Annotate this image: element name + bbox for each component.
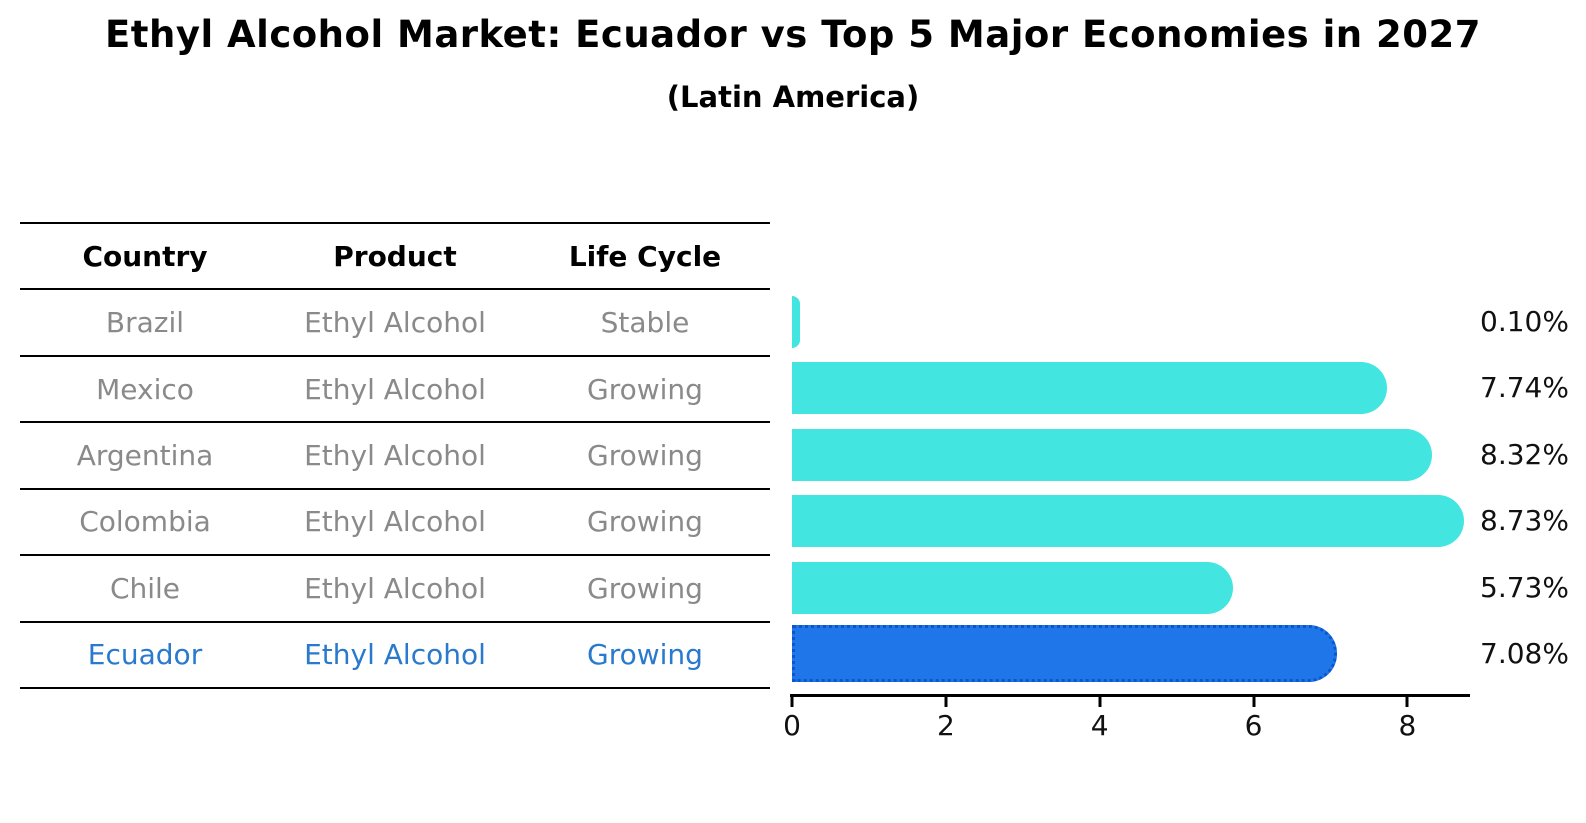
table-row-chile: Chile Ethyl Alcohol Growing xyxy=(20,556,770,623)
value-label-chile: 5.73% xyxy=(1480,570,1569,604)
bar-chile xyxy=(792,561,1233,614)
cell-product: Ethyl Alcohol xyxy=(304,438,486,472)
cell-life-cycle: Growing xyxy=(587,505,703,539)
cell-product: Ethyl Alcohol xyxy=(304,571,486,605)
cell-country: Brazil xyxy=(105,306,185,340)
x-tick-label-4: 4 xyxy=(1090,709,1109,742)
value-label-ecuador: 7.08% xyxy=(1480,636,1569,670)
cell-country: Mexico xyxy=(96,372,194,406)
cell-country: Chile xyxy=(109,571,181,605)
bar-colombia xyxy=(792,495,1464,548)
x-axis-line xyxy=(790,694,1470,697)
cell-country: Argentina xyxy=(76,438,214,472)
x-tick-mark-8 xyxy=(1405,697,1409,707)
cell-life-cycle: Growing xyxy=(587,372,703,406)
cell-product: Ethyl Alcohol xyxy=(304,306,486,340)
table-header-row: Country Product Life Cycle xyxy=(20,224,770,291)
col-header-country: Country xyxy=(82,239,208,273)
chart-title: Ethyl Alcohol Market: Ecuador vs Top 5 M… xyxy=(105,13,1481,56)
bar-ecuador xyxy=(792,625,1337,683)
cell-life-cycle: Growing xyxy=(587,638,703,672)
x-tick-mark-2 xyxy=(944,697,948,707)
cell-life-cycle: Growing xyxy=(587,438,703,472)
bar-argentina xyxy=(792,428,1433,481)
bar-mexico xyxy=(792,362,1388,415)
table-row-colombia: Colombia Ethyl Alcohol Growing xyxy=(20,490,770,557)
x-tick-label-6: 6 xyxy=(1244,709,1263,742)
cell-product: Ethyl Alcohol xyxy=(304,372,486,406)
table-row-brazil: Brazil Ethyl Alcohol Stable xyxy=(20,290,770,357)
x-tick-label-0: 0 xyxy=(783,709,801,742)
cell-country: Colombia xyxy=(79,505,211,539)
table-row-mexico: Mexico Ethyl Alcohol Growing xyxy=(20,357,770,424)
table-row-argentina: Argentina Ethyl Alcohol Growing xyxy=(20,423,770,490)
cell-life-cycle: Growing xyxy=(587,571,703,605)
table-row-ecuador: Ecuador Ethyl Alcohol Growing xyxy=(20,623,770,689)
x-tick-mark-0 xyxy=(790,697,794,707)
col-header-product: Product xyxy=(333,239,457,273)
cell-product: Ethyl Alcohol xyxy=(304,638,486,672)
cell-product: Ethyl Alcohol xyxy=(304,505,486,539)
x-tick-mark-6 xyxy=(1252,697,1256,707)
value-label-mexico: 7.74% xyxy=(1480,371,1569,405)
x-tick-label-8: 8 xyxy=(1398,709,1417,742)
bar-brazil xyxy=(792,295,800,348)
country-table: Country Product Life Cycle Brazil Ethyl A… xyxy=(20,222,770,689)
x-tick-label-2: 2 xyxy=(936,709,955,742)
col-header-life-cycle: Life Cycle xyxy=(568,239,722,273)
cell-life-cycle: Stable xyxy=(600,306,690,340)
chart-subtitle: (Latin America) xyxy=(666,80,920,114)
cell-country: Ecuador xyxy=(87,638,203,672)
value-label-colombia: 8.73% xyxy=(1480,503,1569,537)
value-label-argentina: 8.32% xyxy=(1480,437,1569,471)
x-tick-mark-4 xyxy=(1098,697,1102,707)
value-label-brazil: 0.10% xyxy=(1480,304,1569,338)
